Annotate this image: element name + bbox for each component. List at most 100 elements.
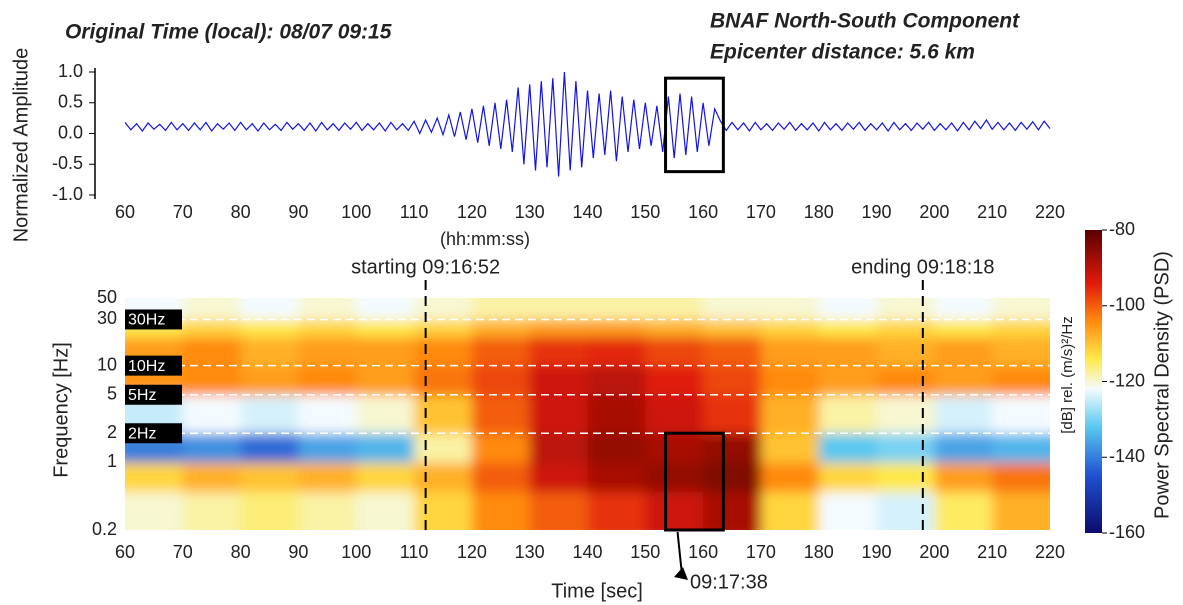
cell <box>356 394 415 434</box>
cell <box>645 462 704 492</box>
cell <box>876 491 935 530</box>
cell <box>587 336 646 367</box>
x-tick-label: 80 <box>231 202 251 222</box>
y-tick-label: 1.0 <box>58 61 83 81</box>
subtitle: Epicenter distance: 5.6 km <box>710 41 975 64</box>
cell <box>760 298 820 320</box>
cell <box>529 336 588 367</box>
marker-label: starting 09:16:52 <box>351 256 500 278</box>
x-tick-label: 220 <box>1035 542 1065 562</box>
cell <box>760 319 820 338</box>
x-tick-label: 100 <box>341 542 371 562</box>
cell <box>298 462 357 492</box>
cell <box>240 491 299 530</box>
cell <box>703 462 762 492</box>
colorbar-tick-label: -100 <box>1109 295 1145 315</box>
cell <box>529 462 588 492</box>
cell <box>414 319 473 338</box>
cell <box>818 365 878 396</box>
x-tick-label: 180 <box>804 202 834 222</box>
cell <box>760 336 820 367</box>
x-tick-label: 60 <box>115 542 135 562</box>
cell <box>818 491 878 530</box>
cell <box>587 462 646 492</box>
y-tick-label: 2 <box>107 422 117 442</box>
cell <box>818 462 878 492</box>
cell <box>298 319 357 338</box>
cell <box>818 433 878 463</box>
x-tick-label: 210 <box>977 202 1007 222</box>
cell <box>356 491 415 530</box>
x-tick-label: 120 <box>457 202 487 222</box>
cell <box>934 491 993 530</box>
ref-label: 5Hz <box>128 387 156 404</box>
cell <box>992 319 1050 338</box>
cell <box>529 365 588 396</box>
cell <box>529 319 588 338</box>
cell <box>992 365 1050 396</box>
x-tick-label: 160 <box>688 542 718 562</box>
cell <box>182 319 242 338</box>
cell <box>125 462 184 492</box>
cell <box>529 433 588 463</box>
cell <box>414 336 473 367</box>
cell <box>760 462 820 492</box>
cell <box>298 491 357 530</box>
cell <box>818 319 878 338</box>
x-tick-label: 120 <box>457 542 487 562</box>
x-tick-label: 70 <box>173 202 193 222</box>
cell <box>876 365 935 396</box>
x-tick-label: 70 <box>173 542 193 562</box>
ref-label-box <box>125 423 182 444</box>
cell <box>356 365 415 396</box>
x-tick-label: 200 <box>919 542 949 562</box>
x-tick-label: 150 <box>630 202 660 222</box>
y-tick-label: 0.2 <box>92 519 117 539</box>
cell <box>992 394 1050 434</box>
cell <box>182 298 242 320</box>
cell <box>240 433 299 463</box>
cell <box>645 298 704 320</box>
x-tick-label: 190 <box>862 202 892 222</box>
y-tick-label: 0.0 <box>58 122 83 142</box>
arrow <box>676 531 683 576</box>
cell <box>471 491 531 530</box>
y-tick-label: 1 <box>107 451 117 471</box>
cell <box>645 336 704 367</box>
cell <box>934 298 993 320</box>
highlight-box <box>664 76 725 174</box>
y-tick-label: 0.5 <box>58 92 83 112</box>
cell <box>934 319 993 338</box>
cell <box>703 491 762 530</box>
x-tick-label: 130 <box>515 542 545 562</box>
ref-label: 10Hz <box>128 358 165 375</box>
x-tick-label: 160 <box>688 202 718 222</box>
cell <box>992 433 1050 463</box>
cell <box>934 462 993 492</box>
cell <box>240 319 299 338</box>
y-axis-label: Frequency [Hz] <box>50 342 72 478</box>
cell <box>934 336 993 367</box>
cell <box>587 394 646 434</box>
colorbar-tick-label: -120 <box>1109 370 1145 390</box>
cell <box>240 365 299 396</box>
cell <box>992 491 1050 530</box>
x-tick-label: 130 <box>515 202 545 222</box>
cell <box>240 336 299 367</box>
spectrogram-cells <box>125 298 1050 530</box>
spectrogram <box>125 298 1050 530</box>
x-tick-label: 80 <box>231 542 251 562</box>
cell <box>876 433 935 463</box>
cell <box>240 394 299 434</box>
cell <box>298 433 357 463</box>
cell <box>760 491 820 530</box>
cell <box>414 491 473 530</box>
cell <box>876 336 935 367</box>
cell <box>414 433 473 463</box>
y-tick-label: -1.0 <box>52 184 83 204</box>
x-tick-label: 180 <box>804 542 834 562</box>
y-tick-label: 30 <box>97 308 117 328</box>
cell <box>298 298 357 320</box>
colorbar-tick-label: -80 <box>1109 219 1135 239</box>
cell <box>414 365 473 396</box>
